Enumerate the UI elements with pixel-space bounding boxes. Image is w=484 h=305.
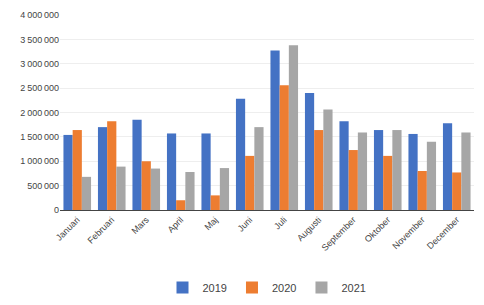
- svg-text:500 000: 500 000: [27, 181, 59, 191]
- svg-text:2 500 000: 2 500 000: [20, 83, 59, 93]
- svg-text:2020: 2020: [272, 282, 296, 294]
- svg-text:2 000 000: 2 000 000: [20, 108, 59, 118]
- svg-text:November: November: [390, 215, 426, 251]
- svg-text:1 500 000: 1 500 000: [20, 132, 59, 142]
- svg-text:April: April: [166, 215, 186, 235]
- svg-text:3 000 000: 3 000 000: [20, 59, 59, 69]
- svg-text:4 000 000: 4 000 000: [20, 10, 59, 20]
- svg-text:0: 0: [54, 205, 59, 215]
- svg-text:Augusti: Augusti: [295, 215, 323, 243]
- svg-text:2021: 2021: [341, 282, 365, 294]
- svg-text:December: December: [425, 215, 461, 251]
- svg-text:Juni: Juni: [236, 215, 255, 234]
- svg-text:September: September: [320, 215, 358, 253]
- svg-text:Oktober: Oktober: [363, 215, 393, 245]
- svg-text:Juli: Juli: [272, 215, 289, 232]
- svg-text:Februari: Februari: [86, 215, 117, 246]
- svg-text:1 000 000: 1 000 000: [20, 156, 59, 166]
- svg-text:Maj: Maj: [203, 215, 220, 232]
- svg-text:3 500 000: 3 500 000: [20, 35, 59, 45]
- svg-text:Mars: Mars: [130, 214, 152, 236]
- svg-text:2019: 2019: [203, 282, 227, 294]
- svg-text:Januari: Januari: [54, 215, 82, 243]
